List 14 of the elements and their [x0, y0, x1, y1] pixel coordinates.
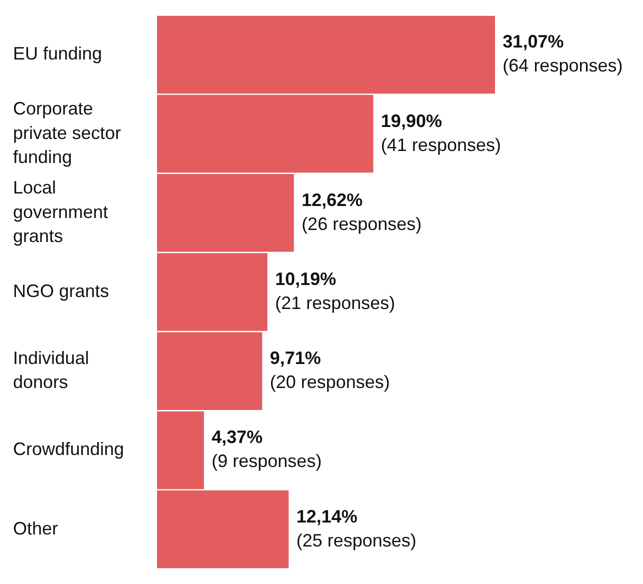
data-label: 12,14% (25 responses)	[296, 506, 416, 550]
y-tick-label: Local government grants	[13, 178, 108, 246]
data-label: 31,07% (64 responses)	[502, 32, 623, 76]
y-tick-label: Corporate private sector funding	[13, 98, 122, 168]
y-tick-label: Individual donors	[13, 348, 90, 392]
data-label: 9,71% (20 responses)	[270, 348, 390, 392]
y-tick-label: EU funding	[13, 44, 102, 64]
y-tick-label: Crowdfunding	[13, 439, 124, 460]
y-tick-label: Other	[13, 518, 58, 538]
data-label: 10,19% (21 responses)	[275, 268, 396, 313]
data-label: 4,37% (9 responses)	[212, 427, 322, 472]
y-tick-label: NGO grants	[13, 280, 110, 301]
data-label: 12,62% (26 responses)	[302, 190, 422, 234]
data-label: 19,90% (41 responses)	[380, 110, 501, 155]
